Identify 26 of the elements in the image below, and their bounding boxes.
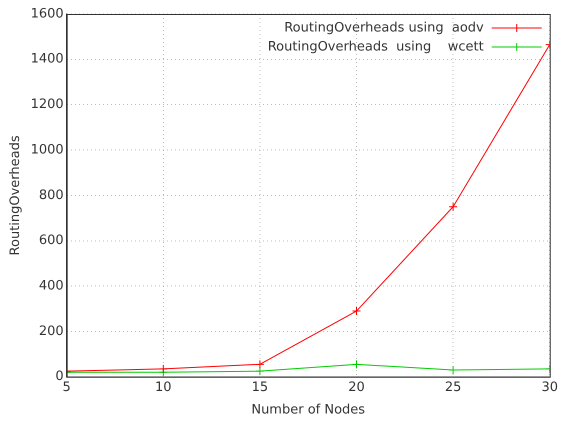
x-tick-label: 15	[252, 380, 268, 395]
point	[352, 360, 362, 369]
y-tick-label: 1200	[30, 97, 64, 112]
point	[448, 202, 458, 212]
x-tick-label: 30	[541, 380, 558, 395]
point	[448, 366, 458, 374]
point	[352, 306, 362, 316]
y-tick-label: 1600	[30, 6, 64, 22]
y-tick-label: 800	[38, 188, 64, 203]
y-tick-label: 200	[38, 324, 64, 339]
point	[158, 364, 168, 374]
x-tick-label: 5	[62, 380, 71, 395]
x-tick-label: 10	[155, 380, 172, 395]
x-axis-title: Number of Nodes	[251, 402, 366, 418]
x-tick-label: 25	[444, 380, 462, 395]
y-axis-title: RoutingOverheads	[8, 135, 24, 256]
legend-label: RoutingOverheads using wcett	[268, 39, 484, 54]
y-tick-label: 600	[38, 233, 64, 248]
y-tick-label: 1400	[30, 52, 64, 67]
y-tick-label: 0	[55, 369, 64, 384]
point	[255, 360, 264, 369]
x-tick-label: 20	[348, 380, 365, 395]
y-tick-label: 400	[38, 278, 64, 294]
point	[255, 366, 264, 376]
y-tick-label: 1000	[30, 142, 64, 158]
legend-label: RoutingOverheads using aodv	[284, 20, 484, 36]
